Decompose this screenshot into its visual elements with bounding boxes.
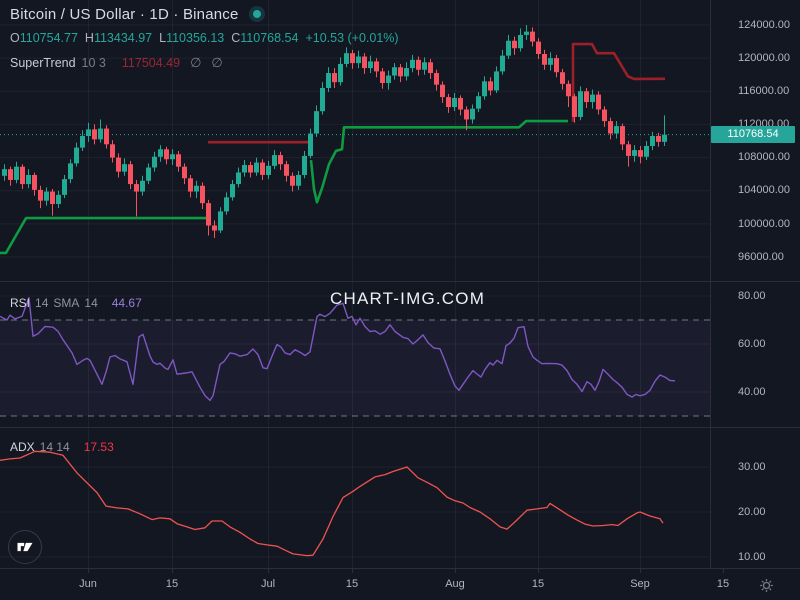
time-axis-label: 15 xyxy=(716,578,730,590)
tradingview-logo-icon xyxy=(17,542,33,552)
price-axis-label: 96000.00 xyxy=(738,251,784,263)
rsi-sma-label: SMA xyxy=(53,296,80,310)
price-axis-label: 108000.00 xyxy=(738,151,790,163)
time-axis-label: Aug xyxy=(445,578,465,590)
rsi-axis-label: 80.00 xyxy=(738,290,766,302)
symbol-title[interactable]: Bitcoin / US Dollar · 1D · Binance xyxy=(10,6,239,23)
adx-axis-label: 20.00 xyxy=(738,506,766,518)
low-value: 110356.13 xyxy=(166,31,225,45)
supertrend-empty-2: ∅ xyxy=(211,55,223,70)
adx-params: 14 14 xyxy=(39,440,70,454)
tradingview-logo[interactable] xyxy=(8,530,42,564)
price-axis-label: 116000.00 xyxy=(738,85,790,97)
time-axis-label: Jun xyxy=(79,578,97,590)
high-value: 113434.97 xyxy=(93,31,153,45)
low-label: L xyxy=(159,31,167,45)
adx-axis-label: 30.00 xyxy=(738,461,766,473)
watermark: CHART-IMG.COM xyxy=(330,289,486,308)
supertrend-legend[interactable]: SuperTrend 10 3 117504.49 ∅ ∅ xyxy=(10,55,223,71)
gear-icon xyxy=(759,578,773,592)
adx-value: 17.53 xyxy=(83,440,114,454)
timezone-settings-button[interactable] xyxy=(757,576,775,594)
open-value: 110754.77 xyxy=(19,31,78,45)
time-axis-label: Sep xyxy=(630,578,650,590)
supertrend-empty-1: ∅ xyxy=(190,55,202,70)
time-axis-label: Jul xyxy=(260,578,276,590)
rsi-param: 14 xyxy=(35,296,49,310)
market-status-dot xyxy=(252,10,261,18)
price-axis-label: 104000.00 xyxy=(738,184,790,196)
rsi-axis-label: 40.00 xyxy=(738,386,766,398)
symbol-title-row[interactable]: Bitcoin / US Dollar · 1D · Binance xyxy=(10,6,261,23)
adx-legend[interactable]: ADX 14 14 17.53 xyxy=(10,440,114,454)
ohlc-row: O110754.77 H113434.97 L110356.13 C110768.54… xyxy=(10,31,399,45)
supertrend-name: SuperTrend xyxy=(10,56,76,70)
rsi-axis-label: 60.00 xyxy=(738,338,766,350)
rsi-value: 44.67 xyxy=(111,296,142,310)
time-axis-label: 15 xyxy=(345,578,359,590)
price-axis-label: 120000.00 xyxy=(738,52,790,64)
close-label: C xyxy=(231,31,241,45)
supertrend-value: 117504.49 xyxy=(121,56,181,70)
change-value: +10.53 (+0.01%) xyxy=(305,31,399,45)
high-label: H xyxy=(84,31,94,45)
adx-name: ADX xyxy=(10,440,35,454)
time-axis-label: 15 xyxy=(165,578,179,590)
last-price-badge: 110768.54 xyxy=(711,126,795,144)
price-axis-label: 100000.00 xyxy=(738,218,790,230)
price-axis-label: 124000.00 xyxy=(738,19,790,31)
rsi-legend[interactable]: RSI 14 SMA 14 44.67 xyxy=(10,296,142,310)
adx-axis-label: 10.00 xyxy=(738,551,766,563)
rsi-sma-param: 14 xyxy=(84,296,98,310)
supertrend-params: 10 3 xyxy=(81,56,106,70)
rsi-name: RSI xyxy=(10,296,31,310)
close-value: 110768.54 xyxy=(240,31,299,45)
time-axis-label: 15 xyxy=(531,578,545,590)
open-label: O xyxy=(10,31,20,45)
